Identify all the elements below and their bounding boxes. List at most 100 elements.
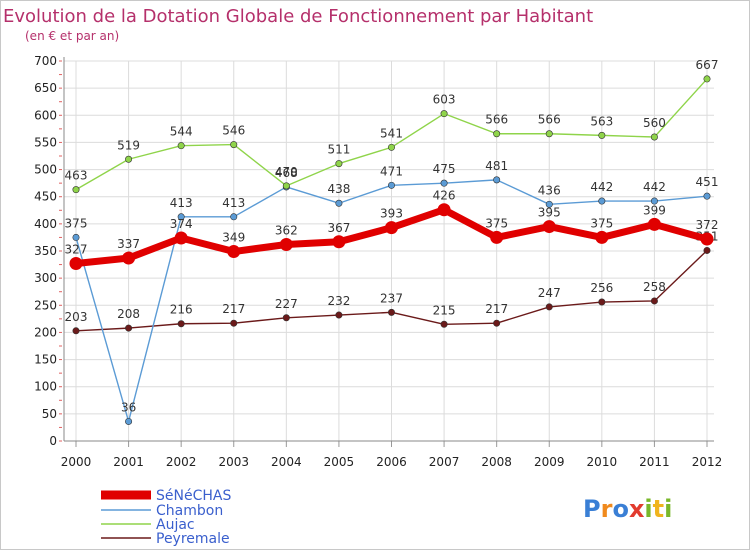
data-label-aujac: 667 (696, 58, 719, 72)
x-tick-label: 2005 (324, 455, 355, 469)
data-point-snchas (69, 256, 83, 270)
data-point-chambon (545, 200, 553, 208)
data-point-peyremale (545, 303, 553, 311)
data-point-chambon (72, 233, 80, 241)
data-label-aujac: 463 (65, 169, 88, 183)
data-point-snchas (542, 220, 556, 234)
data-label-snchas: 367 (327, 221, 350, 235)
x-tick-label: 2004 (271, 455, 302, 469)
brand-logo: Proxiti (583, 495, 672, 523)
data-label-aujac: 544 (170, 125, 193, 139)
data-label-snchas: 399 (643, 203, 666, 217)
data-point-aujac (650, 133, 658, 141)
legend-label-aujac: Aujac (156, 517, 195, 533)
data-point-aujac (177, 142, 185, 150)
data-point-aujac (598, 131, 606, 139)
data-label-snchas: 372 (696, 218, 719, 232)
data-point-aujac (282, 182, 290, 190)
data-point-snchas (490, 230, 504, 244)
data-label-snchas: 327 (65, 242, 88, 256)
series-chambon: 375 36 413 413 468 438 471 475 481 436 442 442 451 (65, 159, 719, 425)
data-point-chambon (703, 192, 711, 200)
y-tick-label: 500 (34, 163, 57, 177)
chart-title: Evolution de la Dotation Globale de Fonc… (3, 6, 593, 27)
data-point-aujac (230, 141, 238, 149)
data-point-chambon (177, 213, 185, 221)
data-point-snchas (385, 221, 398, 235)
series-snchas: 327 337 374 349 362 367 393 426 375 395 375 399 372 (65, 189, 719, 270)
data-label-snchas: 375 (590, 216, 613, 230)
data-point-chambon (230, 213, 238, 221)
data-point-peyremale (335, 311, 343, 319)
data-point-peyremale (177, 320, 185, 328)
y-tick-label: 150 (34, 353, 57, 367)
data-point-chambon (387, 181, 395, 189)
x-tick-label: 2012 (692, 455, 723, 469)
data-point-aujac (125, 155, 133, 163)
data-point-chambon (493, 176, 501, 184)
y-tick-label: 300 (34, 271, 57, 285)
data-point-peyremale (650, 297, 658, 305)
grid (64, 60, 714, 441)
y-tick-label: 450 (34, 190, 57, 204)
x-tick-label: 2007 (429, 455, 460, 469)
data-point-aujac (493, 130, 501, 138)
x-tick-label: 2006 (376, 455, 407, 469)
data-point-aujac (703, 75, 711, 83)
data-label-peyremale: 215 (433, 303, 456, 317)
data-label-chambon: 413 (170, 196, 193, 210)
data-label-aujac: 511 (327, 143, 350, 157)
data-point-snchas (437, 203, 451, 217)
series-layer: 2032082162172272322372152172472562583513… (65, 58, 719, 425)
data-label-aujac: 519 (117, 138, 140, 152)
data-label-aujac: 470 (275, 165, 298, 179)
data-label-peyremale: 232 (327, 294, 350, 308)
legend-label-peyremale: Peyremale (156, 531, 230, 547)
y-tick-label: 400 (34, 217, 57, 231)
data-label-chambon: 468 (275, 166, 298, 180)
data-label-snchas: 395 (538, 206, 561, 220)
brand-text: Proxiti (583, 495, 672, 523)
data-point-peyremale (598, 298, 606, 306)
data-point-aujac (545, 130, 553, 138)
data-point-snchas (227, 245, 241, 259)
data-point-peyremale (230, 319, 238, 327)
data-point-snchas (174, 231, 188, 245)
legend-label-chambon: Chambon (156, 503, 223, 519)
x-tick-label: 2008 (481, 455, 512, 469)
data-point-snchas (122, 251, 136, 265)
data-label-chambon: 451 (696, 175, 719, 189)
data-label-aujac: 603 (433, 93, 456, 107)
series-aujac: 463 519 544 546 470 511 541 603 566 566 563 560 667 (65, 58, 719, 194)
data-label-peyremale: 227 (275, 297, 298, 311)
y-tick-label: 200 (34, 325, 57, 339)
data-label-snchas: 375 (485, 216, 508, 230)
data-label-chambon: 413 (222, 196, 245, 210)
y-tick-label: 250 (34, 298, 57, 312)
legend-label-snchas: SéNéCHAS (156, 488, 231, 504)
data-label-peyremale: 237 (380, 291, 403, 305)
y-tick-label: 100 (34, 380, 57, 394)
data-point-aujac (335, 160, 343, 168)
y-tick-label: 700 (34, 54, 57, 68)
data-label-snchas: 393 (380, 207, 403, 221)
y-tick-label: 600 (34, 108, 57, 122)
data-point-chambon (598, 197, 606, 205)
data-label-snchas: 337 (117, 237, 140, 251)
data-label-peyremale: 247 (538, 286, 561, 300)
data-label-aujac: 563 (590, 114, 613, 128)
data-label-chambon: 442 (590, 180, 613, 194)
data-label-peyremale: 217 (485, 302, 508, 316)
data-label-peyremale: 216 (170, 303, 193, 317)
data-point-aujac (440, 110, 448, 118)
x-tick-label: 2009 (534, 455, 565, 469)
data-point-snchas (647, 217, 661, 231)
data-label-peyremale: 203 (65, 310, 88, 324)
data-point-snchas (595, 230, 609, 244)
y-tick-label: 350 (34, 244, 57, 258)
data-label-snchas: 362 (275, 223, 298, 237)
x-tick-label: 2010 (587, 455, 618, 469)
